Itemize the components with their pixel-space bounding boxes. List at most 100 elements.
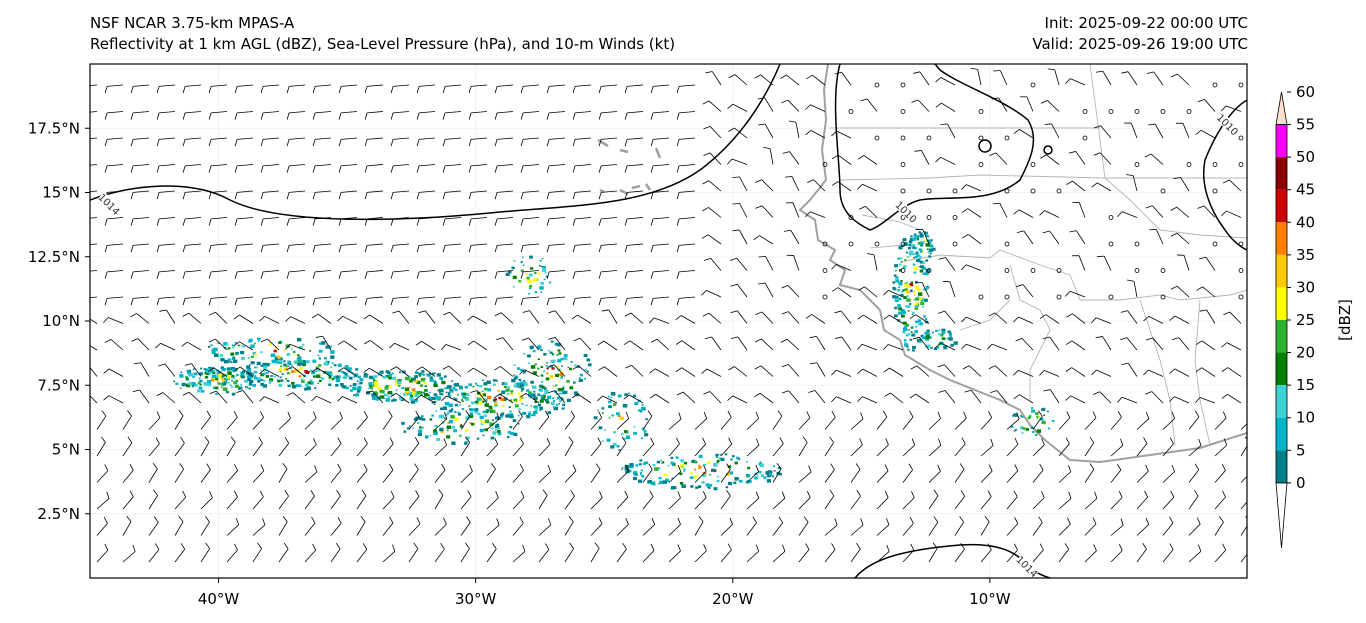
reflectivity-cell bbox=[366, 373, 369, 376]
colorbar-tick-label: 40 bbox=[1296, 213, 1315, 231]
wind-barb-shaft bbox=[211, 296, 228, 299]
wind-barb-flag bbox=[234, 464, 239, 471]
reflectivity-cell bbox=[510, 431, 515, 436]
wind-barb-shaft bbox=[264, 315, 280, 324]
wind-barb-flag bbox=[364, 86, 368, 94]
wind-barb-shaft bbox=[164, 363, 176, 377]
reflectivity-cell bbox=[531, 393, 536, 397]
colorbar-tick-label: 0 bbox=[1296, 474, 1306, 492]
wind-barb-flag bbox=[1248, 491, 1251, 497]
wind-barb-shaft bbox=[1214, 417, 1227, 430]
reflectivity-cell bbox=[899, 257, 902, 260]
wind-barb-shaft bbox=[122, 496, 134, 510]
wind-barb-shaft bbox=[761, 205, 774, 218]
wind-barb-shaft bbox=[382, 497, 395, 510]
wind-barb-shaft bbox=[765, 256, 774, 271]
wind-barb-shaft bbox=[1151, 391, 1164, 404]
reflectivity-cell bbox=[263, 365, 268, 369]
wind-barb-flag bbox=[598, 411, 603, 418]
wind-barb-flag bbox=[624, 312, 632, 317]
reflectivity-cell bbox=[426, 390, 428, 392]
wind-barb-shaft bbox=[616, 548, 627, 563]
reflectivity-cell bbox=[1025, 428, 1030, 431]
wind-barb-flag bbox=[260, 139, 264, 147]
reflectivity-cell bbox=[363, 374, 368, 378]
reflectivity-cell bbox=[185, 376, 188, 379]
wind-barb-shaft bbox=[601, 217, 618, 220]
reflectivity-cell bbox=[1020, 414, 1022, 417]
reflectivity-cell bbox=[457, 394, 459, 396]
wind-barb-shaft bbox=[133, 217, 150, 220]
wind-barb-flag bbox=[208, 271, 212, 279]
wind-barb-flag bbox=[938, 390, 946, 393]
wind-barb-flag bbox=[830, 463, 835, 470]
reflectivity-cell bbox=[315, 370, 318, 373]
wind-barb-shaft bbox=[1150, 153, 1164, 165]
wind-barb-flag bbox=[156, 86, 160, 94]
reflectivity-cell bbox=[639, 473, 643, 476]
wind-barb-shaft bbox=[759, 235, 774, 245]
wind-barb-shaft bbox=[627, 296, 644, 299]
wind-barb-shaft bbox=[1103, 255, 1112, 271]
wind-barb-shaft bbox=[786, 74, 800, 86]
wind-barb-shaft bbox=[980, 470, 993, 483]
reflectivity-cell bbox=[391, 399, 395, 402]
wind-barb-shaft bbox=[764, 123, 774, 139]
wind-barb-shaft bbox=[601, 111, 618, 114]
wind-barb-flag bbox=[1196, 517, 1201, 525]
reflectivity-cell bbox=[513, 384, 518, 388]
reflectivity-cell bbox=[208, 366, 211, 369]
reflectivity-cell bbox=[916, 288, 921, 292]
reflectivity-cell bbox=[402, 370, 406, 374]
calm-wind-circle bbox=[1238, 268, 1244, 273]
wind-barb-shaft bbox=[159, 84, 176, 87]
wind-barb-shaft bbox=[148, 417, 161, 430]
wind-barb-shaft bbox=[711, 336, 722, 351]
reflectivity-cell bbox=[1022, 427, 1026, 430]
wind-barb-flag bbox=[987, 543, 992, 551]
wind-barb-flag bbox=[783, 229, 791, 232]
reflectivity-cell bbox=[1036, 415, 1040, 419]
reflectivity-cell bbox=[497, 430, 501, 433]
reflectivity-cell bbox=[494, 398, 498, 401]
wind-barb-flag bbox=[1170, 490, 1175, 498]
wind-barb-flag bbox=[1064, 543, 1070, 550]
wind-barb-shaft bbox=[90, 366, 98, 377]
cape-verde-islands bbox=[597, 138, 662, 196]
reflectivity-cell bbox=[895, 295, 899, 299]
wind-barb-shaft bbox=[512, 497, 525, 510]
reflectivity-cell bbox=[388, 390, 393, 395]
isobar-label-bg bbox=[1215, 112, 1240, 137]
reflectivity-cell bbox=[419, 384, 424, 387]
wind-barb-flag bbox=[598, 86, 602, 94]
wind-barb-shaft bbox=[1136, 470, 1149, 483]
wind-barb-shaft bbox=[393, 190, 410, 193]
wind-barb-flag bbox=[314, 465, 318, 472]
reflectivity-cell bbox=[765, 471, 770, 475]
wind-barb-shaft bbox=[616, 470, 629, 483]
reflectivity-cell bbox=[540, 366, 544, 369]
wind-barb-shaft bbox=[837, 181, 852, 192]
reflectivity-cell bbox=[376, 387, 380, 391]
reflectivity-cell bbox=[352, 383, 357, 387]
wind-barb-flag bbox=[180, 436, 185, 444]
wind-barb-flag bbox=[1042, 336, 1050, 340]
wind-barb-shaft bbox=[237, 137, 254, 140]
wind-barb-shaft bbox=[226, 470, 238, 483]
reflectivity-cell bbox=[545, 364, 548, 367]
wind-barb-flag bbox=[1069, 230, 1077, 233]
wind-barb-shaft bbox=[393, 217, 410, 220]
wind-barb-flag bbox=[1016, 230, 1024, 233]
reflectivity-cell bbox=[291, 381, 295, 385]
wind-barb-shaft bbox=[1078, 202, 1086, 218]
reflectivity-cell bbox=[558, 352, 562, 355]
valid-time: Valid: 2025-09-26 19:00 UTC bbox=[1032, 35, 1248, 53]
wind-barb-shaft bbox=[564, 470, 577, 483]
wind-barb-flag bbox=[625, 464, 629, 472]
wind-barb-flag bbox=[1222, 543, 1227, 551]
wind-barb-shaft bbox=[1084, 550, 1097, 563]
wind-barb-flag bbox=[546, 192, 550, 200]
wind-barb-shaft bbox=[500, 312, 514, 324]
wind-barb-shaft bbox=[1176, 285, 1190, 298]
wind-barb-flag bbox=[286, 192, 290, 200]
